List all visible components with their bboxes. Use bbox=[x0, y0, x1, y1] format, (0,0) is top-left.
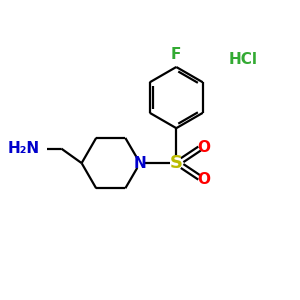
Text: F: F bbox=[171, 47, 181, 62]
Text: N: N bbox=[134, 156, 146, 171]
Text: O: O bbox=[197, 172, 211, 187]
Text: O: O bbox=[197, 140, 211, 154]
Text: S: S bbox=[170, 154, 183, 172]
Text: HCl: HCl bbox=[229, 52, 258, 67]
Text: H₂N: H₂N bbox=[7, 141, 39, 156]
